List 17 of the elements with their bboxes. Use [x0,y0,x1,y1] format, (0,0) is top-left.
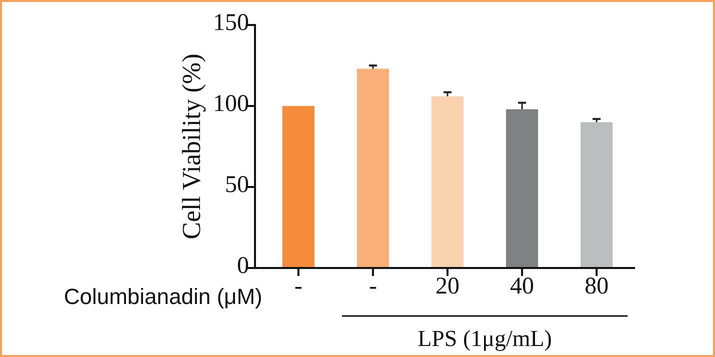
x-tick-label: 40 [510,273,534,300]
y-tick-label: 0 [237,252,249,279]
y-axis-title: Cell Viability (%) [177,54,206,240]
bar [431,96,464,268]
y-tick-label: 100 [213,90,249,117]
x-axis-title: Columbianadin (μM) [64,284,262,309]
bar [506,109,538,268]
x-tick-label: - [294,273,302,300]
bar [282,106,314,268]
x-tick-label: - [368,273,377,300]
bar [580,122,613,268]
y-tick-label: 150 [213,10,249,36]
y-tick-label: 50 [225,172,249,198]
text: LPS (1μg/mL) [418,326,552,351]
x-tick-label: 20 [436,273,460,300]
x-tick-label: 80 [584,273,609,300]
bar [356,68,389,268]
